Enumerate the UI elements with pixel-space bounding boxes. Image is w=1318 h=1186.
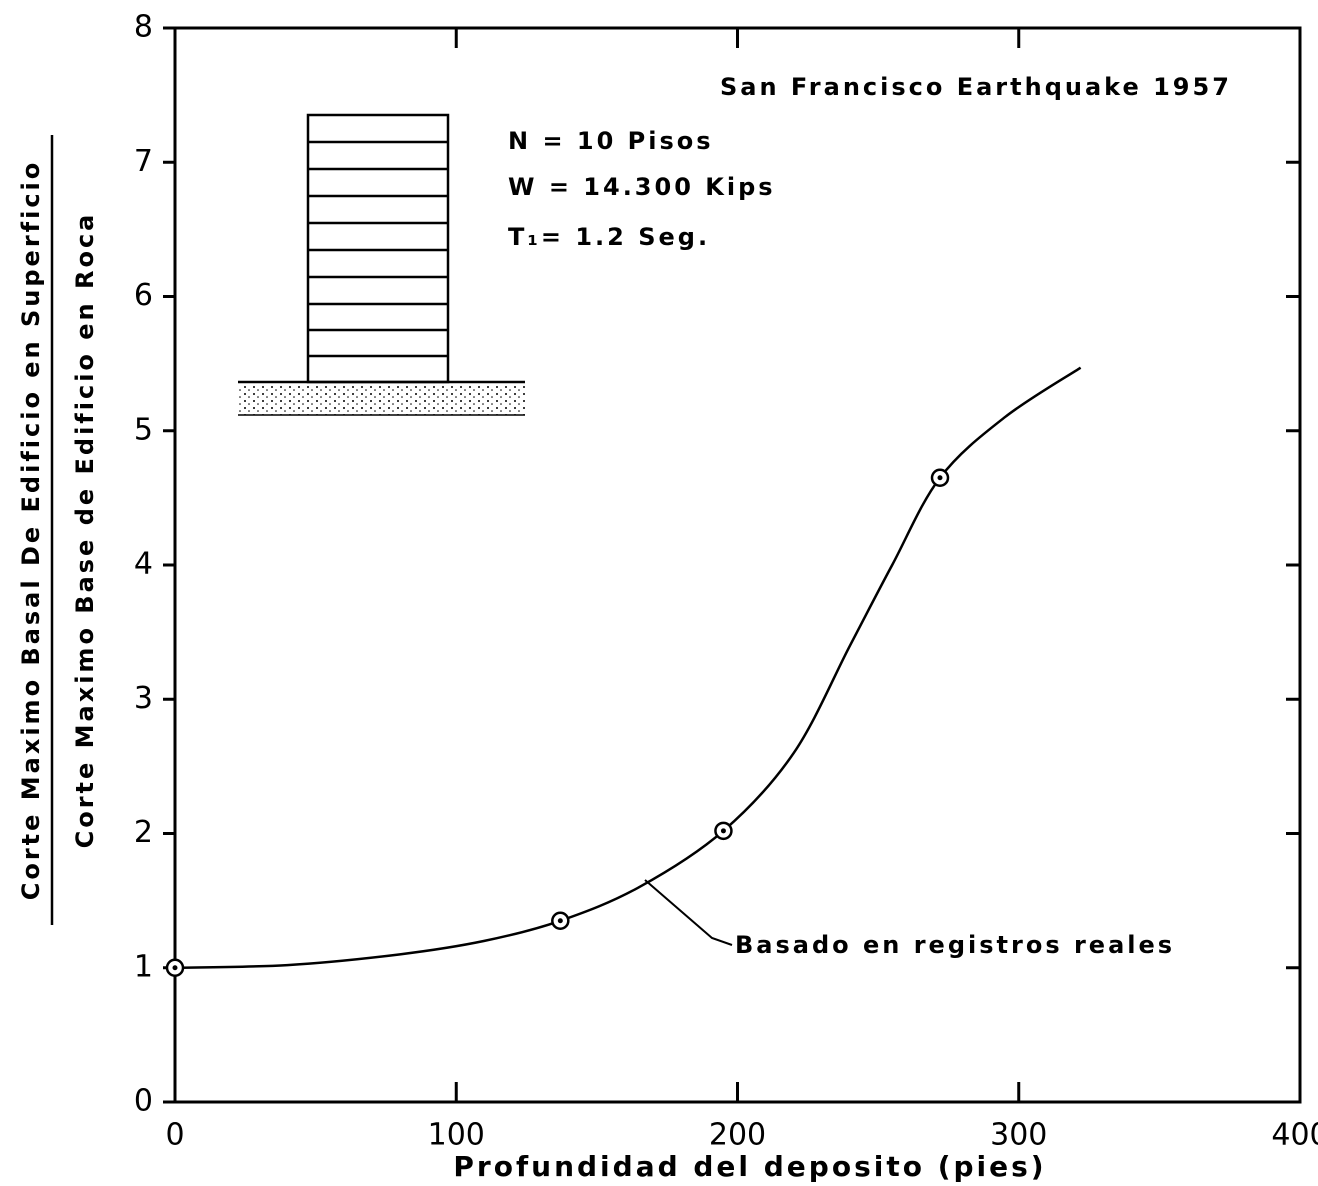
y-axis-label-numerator: Corte Maximo Basal De Edificio en Superf…: [17, 160, 45, 901]
y-tick-label: 4: [134, 547, 153, 582]
data-point-center: [172, 965, 178, 971]
y-tick-label: 7: [134, 144, 153, 179]
y-tick-label: 5: [134, 412, 153, 447]
building-sketch: [238, 113, 525, 416]
x-axis-label: Profundidad del deposito (pies): [453, 1150, 1046, 1183]
curve: [174, 366, 1082, 969]
y-tick-label: 2: [134, 815, 153, 850]
y-axis-label-denominator: Corte Maximo Base de Edificio en Roca: [71, 212, 99, 849]
x-tick-label: 300: [990, 1118, 1047, 1153]
y-tick-label: 1: [134, 949, 153, 984]
y-tick-label: 6: [134, 278, 153, 313]
x-tick-label: 200: [709, 1118, 766, 1153]
annotation: T₁= 1.2 Seg.: [508, 223, 710, 251]
annotation: W = 14.300 Kips: [508, 173, 776, 201]
curve-label: Basado en registros reales: [735, 931, 1175, 959]
y-tick-label: 3: [134, 681, 153, 716]
y-tick-label: 8: [134, 10, 153, 45]
annotation: N = 10 Pisos: [508, 127, 714, 155]
x-tick-label: 0: [165, 1118, 184, 1153]
data-point-center: [557, 918, 563, 924]
chart-title: San Francisco Earthquake 1957: [720, 73, 1232, 101]
data-point-center: [937, 475, 943, 481]
data-point-center: [720, 828, 726, 834]
y-tick-label: 0: [134, 1084, 153, 1119]
leader-line: [644, 879, 733, 946]
x-tick-label: 400: [1271, 1118, 1318, 1153]
x-tick-label: 100: [428, 1118, 485, 1153]
